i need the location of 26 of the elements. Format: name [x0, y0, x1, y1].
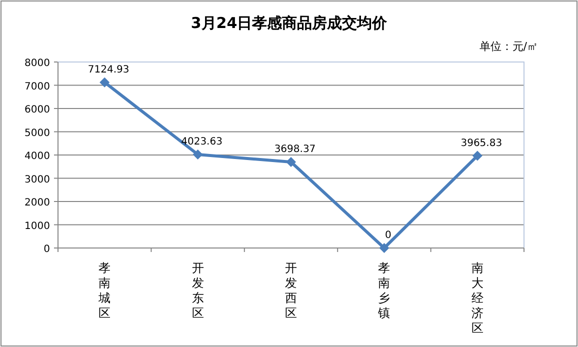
x-tick-label: 孝南乡镇	[377, 261, 390, 320]
y-tick-label: 0	[44, 244, 50, 255]
point	[100, 77, 110, 88]
point	[379, 243, 390, 253]
text: 单位：元/㎡	[479, 40, 538, 53]
data-label: 0	[385, 230, 392, 241]
x-tick-label: 开发东区	[192, 261, 204, 320]
point	[192, 149, 203, 160]
y-tick-label: 8000	[24, 58, 50, 69]
y-tick-label: 5000	[24, 128, 50, 139]
data-label: 3965.83	[460, 138, 502, 149]
chart-title: 3月24日孝感商品房成交均价	[190, 14, 388, 32]
y-tick-label: 4000	[24, 151, 50, 162]
point	[286, 157, 296, 168]
y-tick-label: 7000	[24, 81, 50, 92]
data-label: 4023.63	[181, 136, 222, 148]
point	[472, 150, 482, 161]
x-tick-label: 开发西区	[285, 261, 297, 320]
x-tick-label: 南大经济区	[471, 261, 484, 335]
x-tick-label: 孝南城区	[98, 261, 111, 320]
y-tick-label: 1000	[24, 220, 50, 232]
y-tick-label: 6000	[24, 104, 50, 116]
data-label: 7124.93	[88, 64, 130, 76]
data-label: 3698.37	[274, 144, 316, 156]
y-tick-label: 3000	[24, 174, 50, 186]
y-tick-label: 2000	[24, 198, 50, 208]
